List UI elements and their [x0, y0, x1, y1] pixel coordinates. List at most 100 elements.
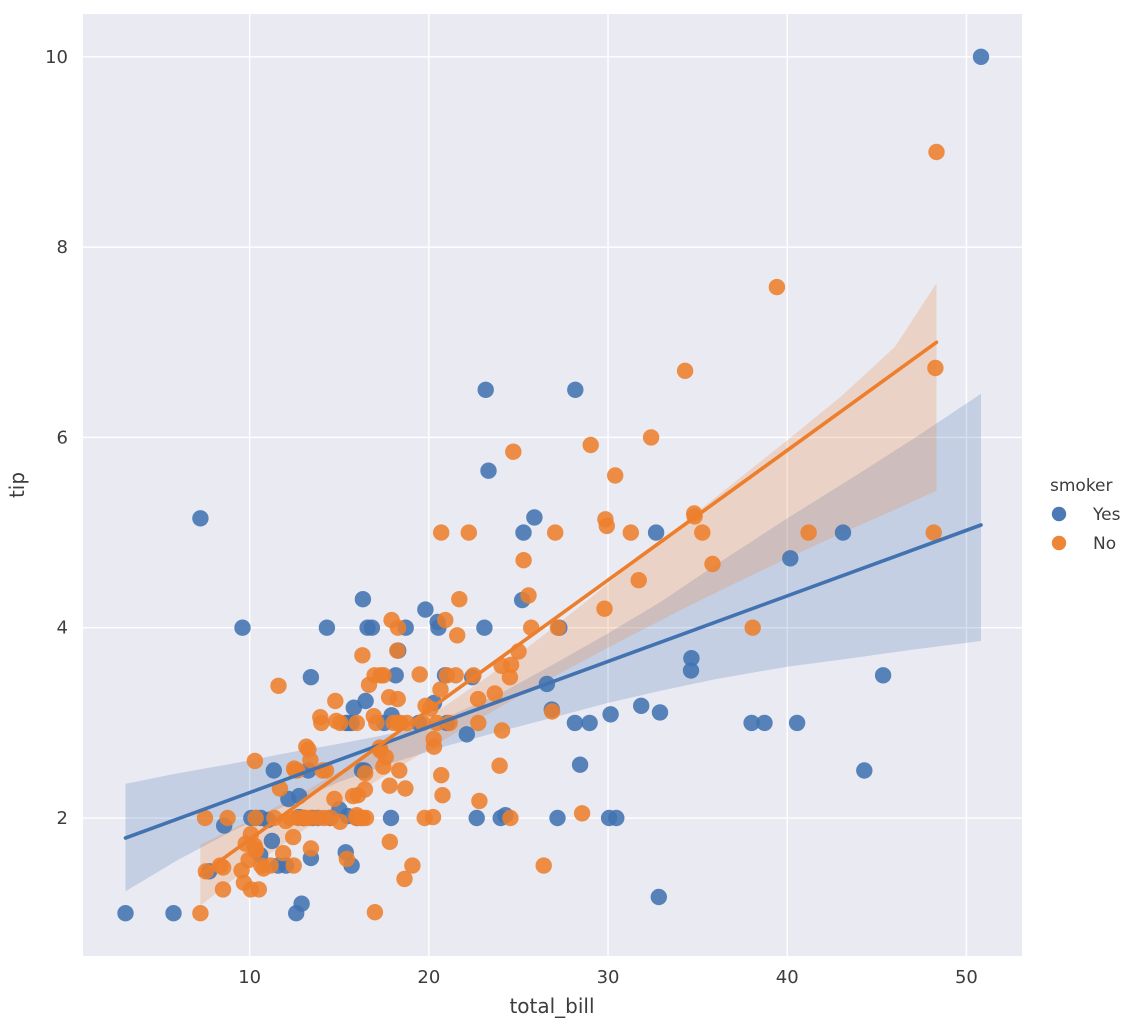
x-tick-label: 20 — [417, 967, 440, 988]
data-point-yes — [581, 714, 598, 732]
data-point-no — [433, 524, 450, 541]
data-point-yes — [633, 697, 650, 714]
data-point-no — [433, 767, 450, 784]
data-point-no — [404, 857, 421, 874]
data-point-yes — [359, 619, 376, 636]
data-point-no — [607, 467, 624, 484]
data-point-no — [447, 667, 464, 684]
data-point-yes — [382, 809, 400, 827]
data-point-no — [356, 781, 374, 798]
data-point-no — [928, 143, 945, 161]
data-point-no — [326, 790, 343, 808]
data-point-no — [309, 809, 327, 827]
data-point-no — [270, 677, 287, 694]
x-tick-label: 40 — [776, 967, 799, 988]
data-point-yes — [549, 809, 566, 827]
data-point-no — [389, 642, 406, 659]
data-point-yes — [515, 524, 532, 541]
data-point-no — [352, 809, 370, 827]
data-point-no — [573, 805, 591, 822]
data-point-no — [471, 792, 488, 810]
data-point-yes — [265, 762, 282, 779]
data-point-yes — [234, 619, 251, 636]
data-point-no — [246, 752, 264, 770]
data-point-no — [470, 714, 487, 732]
data-point-no — [327, 692, 344, 710]
data-point-yes — [480, 462, 497, 479]
data-point-no — [520, 587, 537, 604]
data-point-yes — [318, 619, 336, 636]
data-point-no — [214, 881, 232, 898]
data-point-no — [391, 762, 408, 779]
data-point-no — [240, 851, 257, 869]
data-point-no — [596, 600, 613, 617]
regression-lines — [123, 340, 983, 877]
data-point-no — [704, 555, 721, 573]
data-point-no — [285, 857, 302, 874]
data-point-no — [397, 780, 414, 797]
data-point-yes — [192, 510, 209, 527]
data-point-no — [366, 904, 384, 921]
data-point-yes — [782, 550, 799, 567]
data-point-no — [543, 703, 561, 720]
data-point-yes — [165, 905, 182, 922]
data-point-no — [255, 860, 272, 877]
data-point-no — [219, 809, 236, 827]
data-point-no — [332, 714, 349, 732]
data-point-no — [676, 362, 694, 379]
data-point-no — [927, 359, 944, 377]
data-point-no — [622, 524, 639, 541]
data-point-no — [493, 722, 511, 739]
legend: smoker Yes No — [1050, 476, 1121, 554]
data-point-yes — [477, 381, 494, 398]
data-point-no — [549, 619, 567, 636]
legend-label-no: No — [1093, 534, 1116, 554]
data-point-yes — [743, 714, 760, 732]
data-point-yes — [682, 662, 700, 679]
y-tick-label: 4 — [57, 618, 68, 639]
data-point-no — [582, 436, 599, 454]
data-point-no — [416, 809, 433, 827]
data-point-no — [437, 611, 454, 629]
data-point-yes — [387, 667, 404, 684]
data-point-yes — [476, 619, 493, 636]
x-axis-label: total_bill — [509, 994, 594, 1018]
data-point-no — [389, 619, 407, 636]
data-point-yes — [567, 381, 584, 398]
data-point-no — [694, 524, 711, 541]
data-point-no — [925, 524, 942, 541]
data-point-no — [375, 667, 392, 684]
data-point-yes — [468, 809, 485, 827]
data-point-yes — [972, 48, 990, 65]
data-point-no — [242, 881, 260, 898]
data-point-yes — [571, 756, 589, 773]
regression-line-yes — [123, 523, 983, 840]
data-point-no — [313, 714, 330, 732]
data-point-yes — [302, 669, 320, 686]
data-point-no — [266, 809, 283, 827]
data-point-yes — [651, 704, 669, 721]
data-point-yes — [788, 714, 806, 732]
data-point-yes — [354, 591, 372, 608]
data-point-no — [768, 278, 786, 296]
legend-label-yes: Yes — [1092, 505, 1121, 525]
data-point-no — [396, 870, 413, 888]
data-point-no — [449, 627, 466, 644]
data-point-yes — [117, 905, 134, 922]
x-tick-label: 50 — [955, 967, 978, 988]
data-point-no — [275, 845, 292, 862]
data-point-yes — [526, 509, 543, 526]
data-point-no — [385, 714, 402, 732]
y-tick-labels: 2 4 6 8 10 — [45, 47, 68, 829]
data-point-no — [501, 669, 519, 686]
data-point-yes — [602, 706, 619, 723]
data-point-no — [460, 524, 477, 541]
data-point-yes — [834, 524, 852, 541]
data-point-no — [502, 809, 519, 827]
data-point-yes — [566, 714, 584, 732]
data-point-yes — [458, 726, 475, 743]
data-point-no — [285, 828, 302, 846]
data-point-no — [597, 511, 614, 528]
